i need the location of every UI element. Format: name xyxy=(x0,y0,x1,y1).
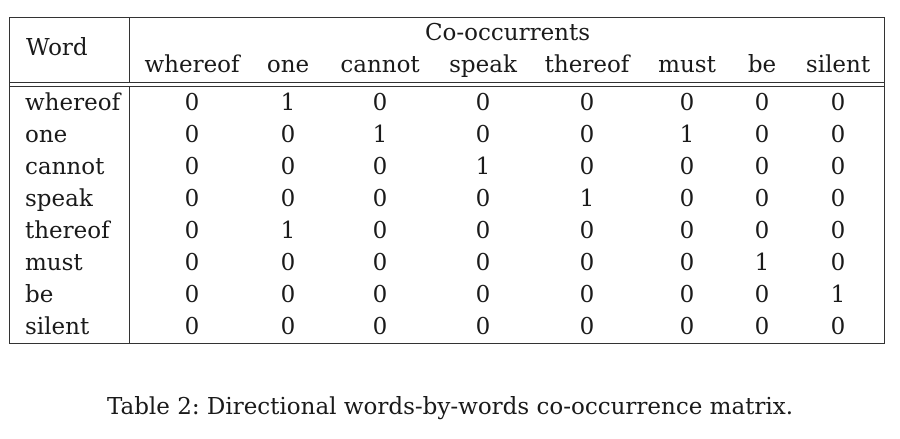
table-cell: 0 xyxy=(475,122,491,148)
table-cell: 0 xyxy=(372,90,388,116)
row-label: thereof xyxy=(25,218,110,244)
table-cell: 0 xyxy=(679,282,695,308)
table-row: silent 0 0 0 0 0 0 0 0 xyxy=(10,311,884,343)
row-label: one xyxy=(25,122,68,148)
table-row: speak 0 0 0 0 1 0 0 0 xyxy=(10,183,884,215)
table-cell: 0 xyxy=(679,186,695,212)
table-cell: 0 xyxy=(372,186,388,212)
table-row: whereof 0 1 0 0 0 0 0 0 xyxy=(10,87,884,119)
column-header: one xyxy=(266,52,310,78)
table-cell: 0 xyxy=(830,122,846,148)
table-cell: 0 xyxy=(475,314,491,340)
table-cell: 1 xyxy=(830,282,846,308)
table-cell: 0 xyxy=(679,314,695,340)
table-cell: 0 xyxy=(372,154,388,180)
table-cell: 0 xyxy=(579,122,595,148)
table-cell: 0 xyxy=(475,186,491,212)
table-cell: 0 xyxy=(475,218,491,244)
table-cell: 1 xyxy=(280,90,296,116)
table-row: cannot 0 0 0 1 0 0 0 0 xyxy=(10,151,884,183)
column-header: thereof xyxy=(544,52,630,78)
table-cell: 0 xyxy=(184,218,200,244)
table-cell: 0 xyxy=(579,218,595,244)
table-cell: 0 xyxy=(280,282,296,308)
table-cell: 0 xyxy=(830,186,846,212)
table-cell: 1 xyxy=(475,154,491,180)
table-cell: 0 xyxy=(184,314,200,340)
table-row: thereof 0 1 0 0 0 0 0 0 xyxy=(10,215,884,247)
table-cell: 0 xyxy=(830,250,846,276)
table-cell: 0 xyxy=(184,250,200,276)
table-cell: 0 xyxy=(372,250,388,276)
table-cell: 0 xyxy=(679,218,695,244)
row-label: be xyxy=(25,282,54,308)
header-double-rule xyxy=(10,83,884,87)
row-label: silent xyxy=(25,314,90,340)
column-header: must xyxy=(658,52,716,78)
table-cell: 0 xyxy=(184,154,200,180)
table-cell: 0 xyxy=(184,186,200,212)
table-cell: 1 xyxy=(280,218,296,244)
row-label: must xyxy=(25,250,83,276)
table-cell: 0 xyxy=(372,218,388,244)
table-row: one 0 0 1 0 0 1 0 0 xyxy=(10,119,884,151)
table-cell: 0 xyxy=(754,314,770,340)
table-cell: 0 xyxy=(830,90,846,116)
table-cell: 1 xyxy=(579,186,595,212)
column-header: whereof xyxy=(144,52,240,78)
column-header: speak xyxy=(449,52,517,78)
column-header: cannot xyxy=(340,52,420,78)
table-cell: 0 xyxy=(579,250,595,276)
table-header: Word Co-occurrents whereof one cannot speak… xyxy=(10,18,884,83)
table-cell: 0 xyxy=(579,90,595,116)
table-cell: 1 xyxy=(754,250,770,276)
table-row: must 0 0 0 0 0 0 1 0 xyxy=(10,247,884,279)
table-cell: 0 xyxy=(280,250,296,276)
table-cell: 0 xyxy=(830,154,846,180)
row-label: whereof xyxy=(25,90,121,116)
table-cell: 0 xyxy=(372,282,388,308)
table-cell: 0 xyxy=(280,122,296,148)
table-cell: 1 xyxy=(372,122,388,148)
table-cell: 0 xyxy=(679,154,695,180)
table-cell: 0 xyxy=(754,122,770,148)
column-header: be xyxy=(747,52,777,78)
table-caption: Table 2: Directional words-by-words co-o… xyxy=(106,394,794,420)
table-cell: 0 xyxy=(754,282,770,308)
table-cell: 0 xyxy=(184,282,200,308)
table-row: be 0 0 0 0 0 0 0 1 xyxy=(10,279,884,311)
table-cell: 0 xyxy=(679,250,695,276)
table-cell: 0 xyxy=(679,90,695,116)
word-column-header: Word xyxy=(10,18,130,82)
table-cell: 0 xyxy=(372,314,388,340)
column-header: silent xyxy=(805,52,871,78)
table-cell: 0 xyxy=(579,154,595,180)
table-cell: 0 xyxy=(754,154,770,180)
table-cell: 0 xyxy=(475,282,491,308)
row-label: cannot xyxy=(25,154,105,180)
cooccurrence-matrix-table: Word Co-occurrents whereof one cannot speak… xyxy=(9,17,885,344)
table-cell: 0 xyxy=(579,314,595,340)
table-cell: 0 xyxy=(754,186,770,212)
table-cell: 0 xyxy=(830,218,846,244)
table-cell: 0 xyxy=(184,122,200,148)
table-cell: 0 xyxy=(475,90,491,116)
table-cell: 0 xyxy=(754,218,770,244)
table-cell: 0 xyxy=(754,90,770,116)
row-label-column xyxy=(10,87,130,343)
table-cell: 0 xyxy=(830,314,846,340)
table-cell: 0 xyxy=(475,250,491,276)
table-cell: 0 xyxy=(280,314,296,340)
table-cell: 0 xyxy=(280,154,296,180)
row-label: speak xyxy=(25,186,93,212)
table-cell: 0 xyxy=(280,186,296,212)
table-body: whereof 0 1 0 0 0 0 0 0 one 0 0 1 0 0 1 0 0 cannot 0 0 0 1 0 0 0 0… xyxy=(10,87,884,343)
table-cell: 1 xyxy=(679,122,695,148)
table-cell: 0 xyxy=(579,282,595,308)
co-occurrents-group-header: Co-occurrents xyxy=(424,20,591,46)
table-cell: 0 xyxy=(184,90,200,116)
column-headers: whereof one cannot speak thereof must be silent xyxy=(131,48,884,82)
